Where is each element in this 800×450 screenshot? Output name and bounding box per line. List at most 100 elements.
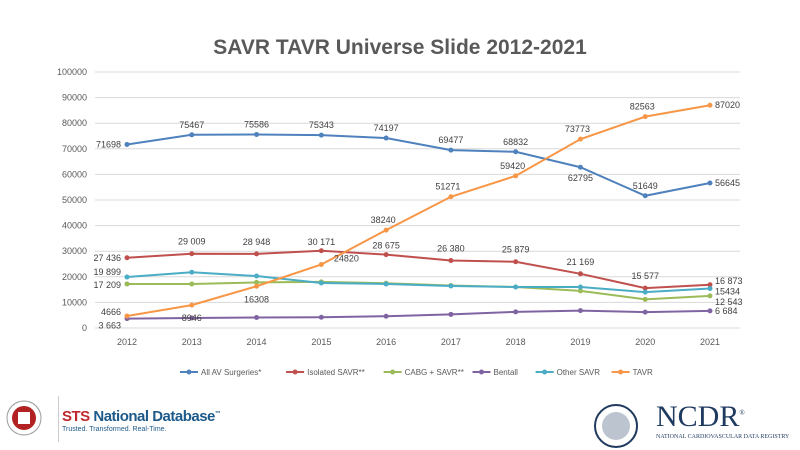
data-label: 27 436 — [93, 253, 121, 263]
data-point — [124, 313, 130, 319]
data-label: 21 169 — [567, 257, 595, 267]
data-label: 17 209 — [93, 280, 121, 290]
data-point — [707, 282, 713, 288]
legend-marker — [390, 369, 396, 375]
data-label: 4666 — [101, 307, 121, 317]
data-point — [383, 313, 389, 319]
data-label: 73773 — [565, 124, 590, 134]
y-tick-label: 0 — [82, 323, 87, 333]
logo-divider — [58, 396, 59, 442]
data-label: 68832 — [503, 137, 528, 147]
data-point — [383, 252, 389, 258]
data-point — [577, 308, 583, 314]
data-point — [707, 293, 713, 299]
data-point — [513, 173, 519, 179]
series-line-5 — [126, 104, 711, 318]
data-point — [642, 289, 648, 295]
data-label: 29 009 — [178, 237, 206, 247]
data-point — [189, 281, 195, 287]
x-tick-label: 2018 — [506, 337, 526, 347]
legend-marker — [618, 369, 624, 375]
data-label: 59420 — [500, 161, 525, 171]
data-label: 28 675 — [372, 241, 400, 251]
data-point — [448, 283, 454, 289]
sts-seal-icon — [6, 400, 42, 436]
data-point — [189, 302, 195, 308]
data-point — [383, 227, 389, 233]
data-point — [124, 274, 130, 280]
data-label: 56645 — [715, 178, 740, 188]
line-chart: 0 10000 20000 30000 40000 50000 60000 70000 8000… — [57, 67, 743, 377]
x-tick-label: 2013 — [182, 337, 202, 347]
data-label: 19 899 — [93, 267, 121, 277]
data-label: 12 543 — [715, 297, 743, 307]
data-point — [513, 259, 519, 265]
data-point — [513, 309, 519, 315]
ncdr-reg: ® — [739, 409, 745, 417]
legend-marker — [479, 369, 484, 375]
legend-marker — [542, 369, 548, 375]
data-point — [642, 114, 648, 120]
data-point — [189, 251, 195, 257]
y-tick-label: 100000 — [57, 67, 87, 77]
sts-tagline: Trusted. Transformed. Real-Time. — [62, 426, 167, 433]
data-point — [642, 296, 648, 302]
data-label: 8946 — [182, 313, 202, 323]
ncdr-fullname: NATIONAL CARDIOVASCULAR DATA REGISTRY — [656, 434, 790, 440]
data-label: 16 873 — [715, 276, 743, 286]
data-point — [577, 284, 583, 290]
data-point — [254, 131, 260, 137]
legend-label: TAVR — [633, 368, 653, 377]
data-label: 24820 — [334, 253, 359, 263]
data-point — [707, 308, 713, 314]
data-point — [577, 271, 583, 277]
x-tick-label: 2017 — [441, 337, 461, 347]
legend-marker — [292, 369, 298, 375]
data-point — [189, 315, 195, 321]
data-point — [707, 285, 713, 291]
data-label: 82563 — [630, 102, 655, 112]
data-point — [448, 147, 454, 153]
data-point — [124, 281, 130, 287]
sts-name: National Database — [93, 408, 215, 425]
data-label: 28 948 — [243, 237, 271, 247]
data-label: 69477 — [438, 135, 463, 145]
data-point — [124, 141, 130, 147]
data-point — [513, 284, 519, 290]
data-point — [254, 273, 260, 279]
data-label: 71698 — [96, 139, 121, 149]
x-tick-label: 2016 — [376, 337, 396, 347]
data-label: 87020 — [715, 100, 740, 110]
data-point — [577, 288, 583, 294]
data-label: 75343 — [309, 120, 334, 130]
legend-label: CABG + SAVR** — [405, 368, 464, 377]
data-label: 30 171 — [308, 237, 336, 247]
data-point — [318, 261, 324, 267]
data-label: 6 684 — [715, 306, 738, 316]
data-point — [383, 281, 389, 287]
data-point — [189, 132, 195, 138]
y-tick-label: 60000 — [62, 169, 87, 179]
x-tick-label: 2021 — [700, 337, 720, 347]
data-point — [448, 194, 454, 200]
data-point — [642, 309, 648, 315]
data-point — [642, 285, 648, 291]
ncdr-name: NCDR — [656, 400, 740, 433]
y-tick-label: 30000 — [62, 246, 87, 256]
data-point — [254, 283, 260, 289]
data-label: 51271 — [435, 182, 460, 192]
data-label: 51649 — [633, 181, 658, 191]
data-label: 25 879 — [502, 245, 530, 255]
y-tick-label: 20000 — [62, 272, 87, 282]
data-point — [577, 136, 583, 142]
data-point — [448, 257, 454, 263]
data-label: 62795 — [568, 173, 593, 183]
x-tick-label: 2015 — [311, 337, 331, 347]
data-point — [642, 193, 648, 199]
legend-label: All AV Surgeries* — [201, 368, 261, 377]
sts-tm: ™ — [214, 411, 221, 417]
data-label: 16308 — [244, 294, 269, 304]
data-point — [254, 315, 260, 321]
data-point — [318, 248, 324, 254]
